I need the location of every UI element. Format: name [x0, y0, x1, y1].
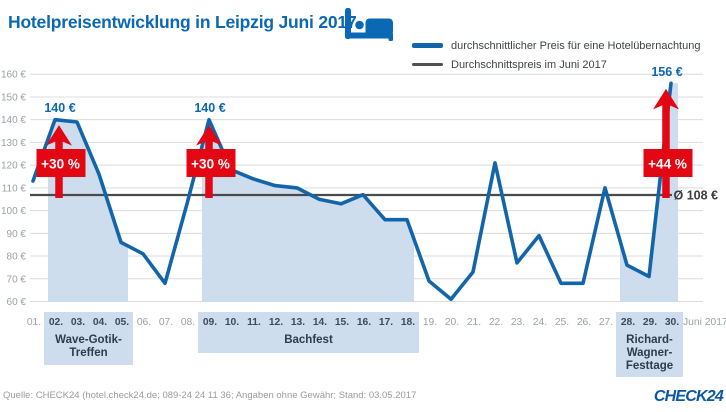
svg-text:Ø 108 €: Ø 108 € — [674, 189, 719, 203]
svg-text:09.: 09. — [203, 317, 217, 328]
svg-text:20.: 20. — [445, 317, 459, 328]
svg-text:30.: 30. — [665, 317, 679, 328]
svg-text:+44 %: +44 % — [648, 157, 687, 172]
svg-text:100 €: 100 € — [1, 206, 26, 217]
svg-text:156 €: 156 € — [651, 65, 682, 79]
percent-badge — [36, 149, 86, 177]
price-increase-annotation: +44 % 156 € — [643, 65, 693, 198]
svg-text:Wagner-: Wagner- — [627, 347, 673, 359]
svg-text:04.: 04. — [93, 317, 107, 328]
svg-text:120 €: 120 € — [1, 161, 26, 172]
up-arrow-icon — [46, 125, 72, 146]
svg-text:Bachfest: Bachfest — [284, 334, 333, 346]
svg-text:25.: 25. — [555, 317, 569, 328]
svg-text:02.: 02. — [49, 317, 63, 328]
svg-text:80 €: 80 € — [7, 252, 27, 263]
svg-text:Juni 2017: Juni 2017 — [683, 317, 726, 328]
average-price-line: Ø 108 € — [30, 189, 718, 203]
svg-text:27.: 27. — [599, 317, 613, 328]
svg-text:90 €: 90 € — [7, 229, 27, 240]
svg-text:+30 %: +30 % — [41, 157, 80, 172]
legend-item-monthly-average-line: Durchschnittspreis im Juni 2017 — [412, 55, 700, 74]
chart-legend: durchschnittlicher Preis für eine Hotelü… — [412, 36, 700, 74]
up-arrow-icon — [196, 125, 222, 146]
svg-text:Festtage: Festtage — [626, 360, 673, 372]
svg-text:140 €: 140 € — [194, 101, 225, 115]
svg-text:18.: 18. — [401, 317, 415, 328]
svg-text:16.: 16. — [357, 317, 371, 328]
event-highlight-fills — [48, 83, 678, 302]
event-label-boxes: Wave-Gotik-Treffen Bachfest Richard-Wagner… — [44, 312, 683, 377]
price-increase-annotation: +30 % 140 € — [36, 101, 86, 198]
svg-text:60 €: 60 € — [7, 297, 27, 308]
hotel-price-line — [31, 81, 673, 302]
svg-text:01.: 01. — [27, 317, 41, 328]
check24-logo: CHECK24 — [653, 388, 724, 405]
svg-text:11.: 11. — [247, 317, 261, 328]
svg-text:10.: 10. — [225, 317, 239, 328]
bed-icon — [345, 8, 393, 41]
svg-text:07.: 07. — [159, 317, 173, 328]
svg-text:22.: 22. — [489, 317, 503, 328]
percent-badge — [643, 149, 693, 177]
svg-text:08.: 08. — [181, 317, 195, 328]
svg-text:Wave-Gotik-: Wave-Gotik- — [55, 334, 122, 346]
svg-text:06.: 06. — [137, 317, 151, 328]
svg-text:26.: 26. — [577, 317, 591, 328]
svg-text:70 €: 70 € — [7, 274, 27, 285]
svg-text:21.: 21. — [467, 317, 481, 328]
svg-text:19.: 19. — [423, 317, 437, 328]
svg-text:Richard-: Richard- — [626, 334, 673, 346]
svg-text:110 €: 110 € — [2, 183, 27, 194]
percent-badge — [186, 149, 236, 177]
svg-text:29.: 29. — [643, 317, 657, 328]
svg-text:05.: 05. — [115, 317, 129, 328]
legend-label: durchschnittlicher Preis für eine Hotelü… — [451, 39, 701, 52]
svg-text:13.: 13. — [291, 317, 305, 328]
source-note: Quelle: CHECK24 (hotel.check24.de; 089-2… — [3, 390, 417, 401]
x-axis-labels: 01. 02. 03. 04. 05. 06. 07. 08. 09. 10. 11. 12. 13. 1… — [27, 317, 726, 328]
legend-item-avg-price-line: durchschnittlicher Preis für eine Hotelü… — [412, 36, 700, 55]
svg-text:28.: 28. — [621, 317, 635, 328]
page-title: Hotelpreisentwicklung in Leipzig Juni 20… — [8, 12, 357, 32]
svg-text:17.: 17. — [379, 317, 393, 328]
y-axis-labels: 60 € 70 € 80 € 90 € 100 € 110 € 120 € 130 € 140 … — [1, 70, 26, 308]
svg-text:150 €: 150 € — [1, 92, 26, 103]
svg-text:+30 %: +30 % — [191, 157, 230, 172]
blue-line-swatch-icon — [412, 43, 443, 48]
svg-text:140 €: 140 € — [1, 115, 26, 126]
svg-text:160 €: 160 € — [1, 70, 26, 81]
up-arrow-icon — [653, 88, 679, 110]
svg-text:130 €: 130 € — [1, 138, 26, 149]
svg-text:15.: 15. — [335, 317, 349, 328]
svg-text:Treffen: Treffen — [69, 347, 107, 359]
legend-label: Durchschnittspreis im Juni 2017 — [451, 58, 607, 71]
svg-text:12.: 12. — [269, 317, 283, 328]
svg-text:140 €: 140 € — [44, 101, 75, 115]
gray-line-swatch-icon — [412, 63, 443, 66]
svg-text:23.: 23. — [511, 317, 525, 328]
price-increase-annotation: +30 % 140 € — [186, 101, 236, 198]
svg-text:24.: 24. — [533, 317, 547, 328]
svg-text:03.: 03. — [71, 317, 85, 328]
svg-text:14.: 14. — [313, 317, 327, 328]
